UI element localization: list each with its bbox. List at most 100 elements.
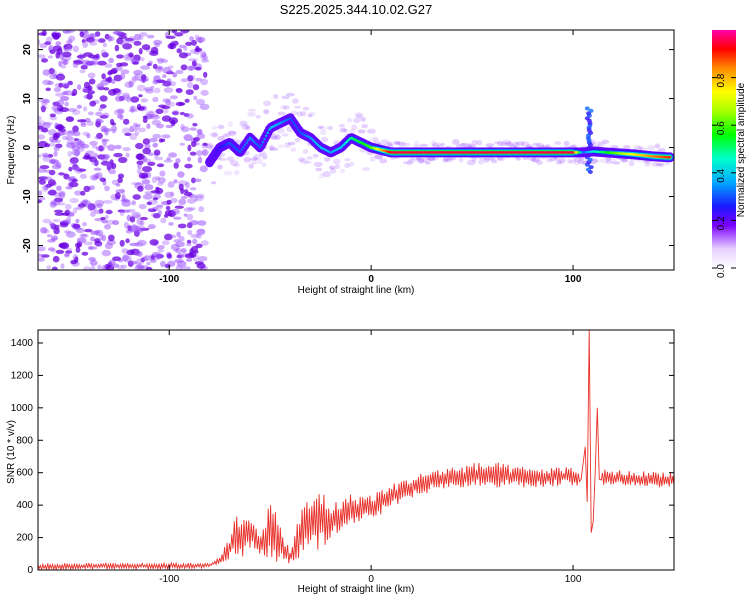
halo-blob [432,142,441,147]
halo-blob [621,158,628,163]
noise-blob [191,60,197,67]
noise-blob [99,114,109,119]
noise-blob [112,220,120,226]
noise-blob [187,156,192,162]
halo-blob [334,164,340,170]
noise-blob [102,128,112,132]
noise-blob [61,91,68,96]
halo-blob [284,142,291,149]
noise-blob [69,197,79,204]
halo-blob [349,128,356,133]
halo-blob [227,131,237,136]
noise-blob [173,248,179,253]
halo-blob [593,141,603,148]
ridge-mark [242,145,245,149]
noise-blob [114,144,122,150]
ridge-mark [476,151,479,154]
noise-blob [88,78,96,85]
ridge-mark [345,140,349,143]
noise-blob [156,123,164,129]
spectrogram-x-tick-label: 0 [368,274,374,285]
ridge-mark [402,151,405,154]
noise-blob [142,138,151,145]
noise-blob [94,159,99,167]
noise-blob [164,233,173,241]
noise-blob [189,49,198,54]
noise-blob [38,179,46,185]
noise-blob [55,92,65,97]
halo-blob [387,141,396,146]
noise-blob [40,105,46,113]
noise-blob [190,75,196,81]
noise-blob [39,43,48,49]
noise-blob [115,189,125,194]
halo-blob [536,160,543,165]
halo-blob [460,143,466,147]
halo-blob [385,142,392,146]
noise-blob [171,30,178,34]
halo-blob [458,157,464,163]
noise-blob [180,248,187,254]
halo-blob [375,154,384,161]
noise-blob [38,196,46,201]
noise-blob [66,30,75,33]
halo-blob [478,157,487,161]
noise-blob [60,82,70,88]
noise-blob [168,152,178,158]
noise-blob [95,172,103,179]
noise-blob [189,151,197,156]
noise-blob [164,191,174,198]
ridge-mark [571,151,575,154]
halo-blob [436,144,445,149]
noise-blob [175,158,181,164]
noise-blob [72,223,81,229]
ridge-mark [668,156,672,159]
noise-blob [136,84,146,92]
noise-blob [91,145,98,149]
ridge-mark [260,143,263,147]
noise-blob [53,150,58,157]
noise-blob [158,138,164,143]
ridge-mark [313,140,316,143]
halo-blob [210,181,217,185]
noise-blob [131,200,137,206]
noise-blob [80,122,87,127]
halo-blob [290,147,297,153]
noise-blob [42,218,52,224]
halo-blob [339,127,347,133]
noise-blob [60,54,64,61]
noise-blob [138,203,147,210]
halo-blob [374,154,383,160]
noise-blob [66,215,72,223]
halo-blob [477,159,485,165]
noise-blob [108,169,117,175]
halo-blob [563,141,570,146]
noise-blob [152,79,159,85]
noise-blob [65,40,73,44]
noise-blob [55,73,66,81]
noise-blob [122,127,131,134]
noise-blob [172,72,178,78]
noise-blob [89,246,98,250]
noise-blob [56,185,62,191]
noise-blob [92,230,101,234]
noise-blob [111,122,116,126]
ridge-mark [592,150,596,153]
ridge-mark [232,145,235,148]
noise-blob [99,95,108,102]
noise-blob [183,134,193,142]
noise-blob [187,207,196,211]
noise-blob [59,191,66,199]
noise-blob [67,130,75,134]
noise-blob [175,265,183,270]
noise-blob [63,43,73,50]
halo-blob [245,125,251,131]
halo-blob [287,141,296,146]
noise-blob [163,87,174,93]
noise-blob [83,185,91,193]
noise-blob [116,37,124,45]
noise-blob [111,263,120,268]
noise-blob [110,67,118,74]
noise-blob [53,197,64,203]
